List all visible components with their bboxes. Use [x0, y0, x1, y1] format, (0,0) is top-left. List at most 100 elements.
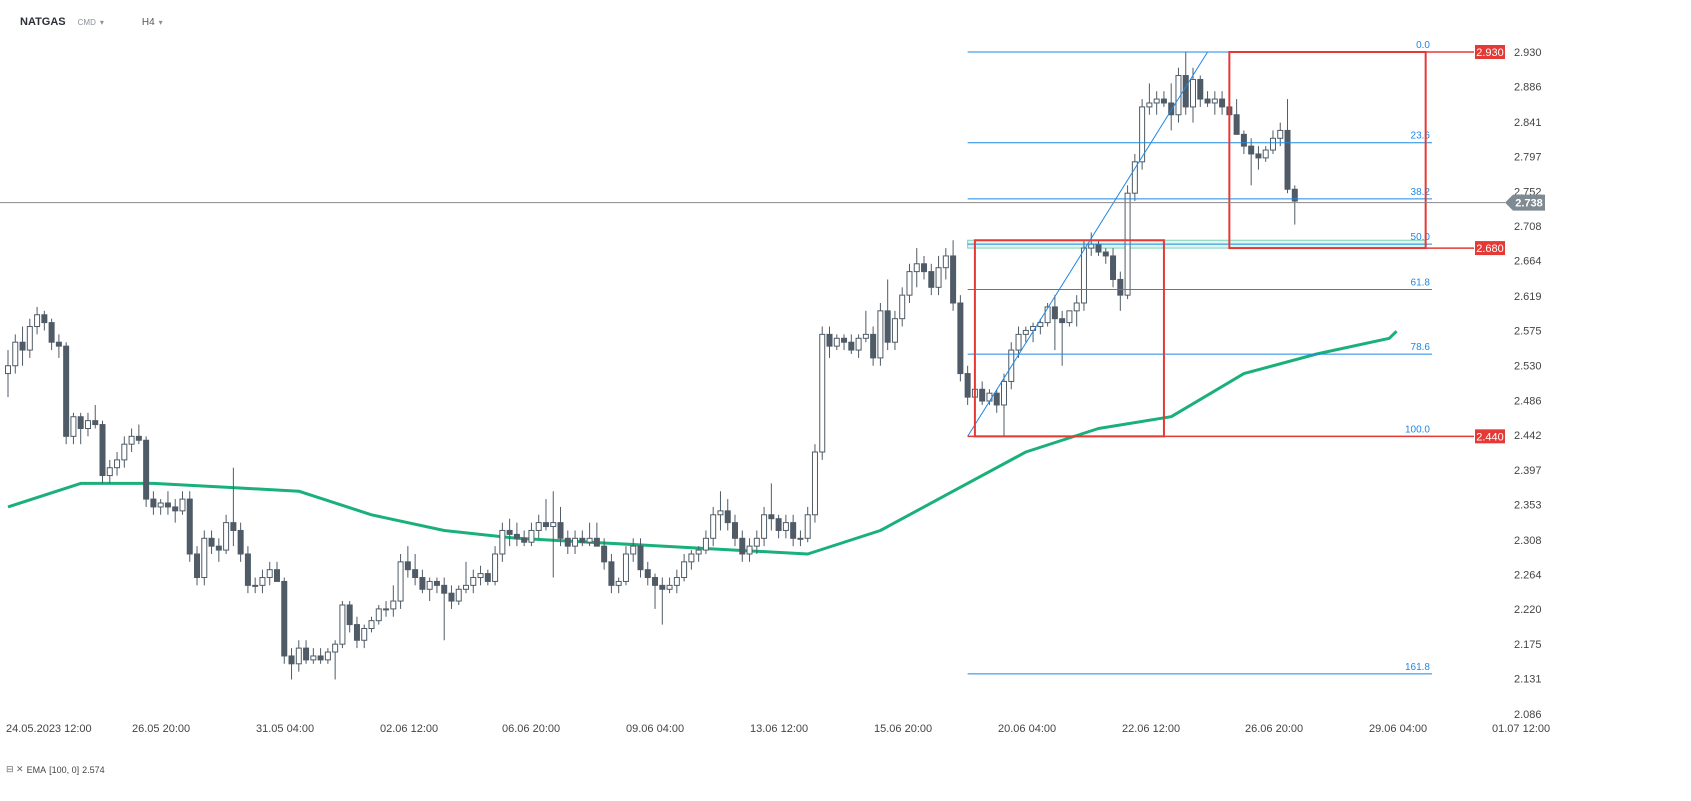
candle-body [681, 561, 688, 579]
timeframe-dropdown-chevron-down-icon[interactable]: ▾ [158, 17, 163, 27]
price-tag-label: 2.440 [1476, 431, 1504, 443]
instrument-type-label[interactable]: CMD [77, 17, 96, 27]
candle-body [128, 435, 135, 445]
candle-body [957, 302, 964, 375]
candle [92, 404, 99, 429]
candle [121, 436, 128, 468]
candle-body [564, 537, 571, 547]
candle [1110, 248, 1117, 288]
candle [157, 499, 164, 515]
candle [673, 569, 680, 594]
y-tick-label: 2.886 [1514, 82, 1542, 94]
candle-body [935, 267, 942, 288]
candle-body [659, 584, 666, 590]
candle [688, 550, 695, 570]
candle [717, 491, 724, 531]
candle [608, 553, 615, 594]
candle [630, 538, 637, 562]
candle [739, 530, 746, 562]
candle [1277, 122, 1284, 147]
y-tick-label: 2.664 [1514, 256, 1542, 268]
candle [273, 561, 280, 582]
x-tick-label: 06.06 20:00 [502, 723, 560, 735]
candle-body [986, 392, 993, 402]
candle [557, 506, 564, 547]
candle [681, 553, 688, 582]
candle-body [964, 373, 971, 398]
candle-body [841, 337, 848, 343]
candle-body [1168, 102, 1175, 116]
candle-body [26, 326, 33, 351]
x-tick-label: 26.05 20:00 [132, 723, 190, 735]
candle [1000, 373, 1007, 437]
candle-body [622, 553, 629, 582]
candle-body [1030, 326, 1037, 331]
candle [855, 334, 862, 358]
candle [586, 522, 593, 547]
candle [1269, 130, 1276, 154]
y-tick-label: 2.486 [1514, 395, 1542, 407]
candle [1291, 185, 1298, 225]
candle [63, 342, 70, 445]
candle-body [470, 577, 477, 586]
candle [601, 538, 608, 570]
y-tick-label: 2.264 [1514, 569, 1542, 581]
candle-body [572, 537, 579, 547]
candle-body [1204, 98, 1211, 104]
candle [492, 546, 499, 586]
candle [891, 310, 898, 351]
candle [208, 530, 215, 554]
candle-body [237, 529, 244, 555]
candle [826, 326, 833, 358]
candle [884, 279, 891, 351]
candle [237, 522, 244, 562]
indicator-settings-icon[interactable]: ⊟ ✕ [6, 764, 24, 774]
candle-body [361, 628, 368, 641]
symbol-label[interactable]: NATGAS [20, 16, 66, 28]
candle [1146, 83, 1153, 115]
y-tick-label: 2.175 [1514, 639, 1542, 651]
candle-body [877, 310, 884, 359]
current-price-tag [1505, 194, 1545, 211]
candle-body [732, 522, 738, 539]
candle-body [608, 561, 615, 586]
y-tick-label: 2.708 [1514, 221, 1542, 233]
candle [48, 318, 55, 351]
candle [419, 569, 426, 594]
candle [128, 428, 135, 453]
y-tick-label: 2.575 [1514, 325, 1542, 337]
y-tick-label: 2.442 [1514, 430, 1542, 442]
candle-body [5, 365, 11, 375]
candle [797, 530, 804, 547]
candle [790, 514, 797, 547]
candle-body [688, 553, 695, 563]
candle [84, 412, 91, 437]
fib-level-label: 23.6 [1411, 131, 1431, 142]
candle-body [1182, 75, 1189, 108]
candle [819, 326, 826, 460]
candle [1015, 326, 1022, 358]
candle-body [652, 577, 659, 586]
candle-body [1197, 78, 1204, 100]
candle-body [586, 537, 593, 543]
candle-body [201, 537, 208, 579]
candle [1066, 310, 1073, 327]
candle-body [615, 580, 622, 586]
candle-body [579, 537, 586, 543]
candle-body [99, 424, 106, 477]
candle-body [324, 651, 331, 661]
candle-body [942, 255, 949, 269]
candle-body [368, 620, 375, 630]
candle-body [644, 569, 651, 579]
candle-body [186, 498, 193, 555]
candle-body [353, 624, 360, 641]
price-tag [1475, 241, 1505, 256]
candle-body [542, 522, 549, 528]
candle [659, 577, 666, 625]
candle [346, 601, 353, 633]
timeframe-selector[interactable]: H4 [141, 16, 155, 28]
instrument-dropdown-chevron-down-icon[interactable]: ▾ [99, 17, 104, 27]
candle-body [673, 577, 680, 586]
candle-body [114, 459, 121, 469]
